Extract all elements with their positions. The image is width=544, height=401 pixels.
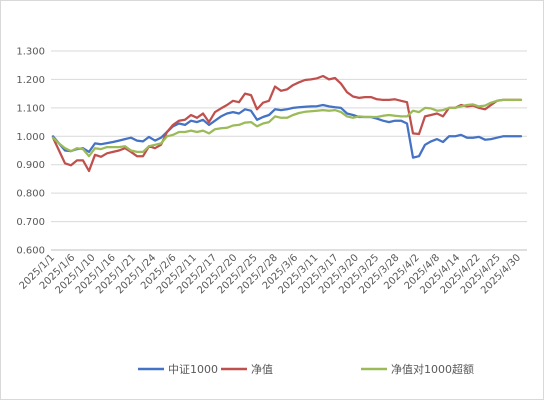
series-line bbox=[51, 98, 523, 158]
gridlines bbox=[51, 50, 527, 251]
legend-label: 中证1000 bbox=[168, 363, 218, 376]
series-line bbox=[51, 103, 523, 159]
y-tick-label: 0.700 bbox=[16, 217, 45, 228]
y-tick-label: 1.000 bbox=[16, 132, 45, 143]
y-tick-label: 0.600 bbox=[16, 246, 45, 257]
x-tick-labels: 2025/1/12025/1/62025/1/102025/1/162025/1… bbox=[18, 252, 524, 296]
series-line bbox=[51, 74, 523, 173]
legend-label: 净值对1000超额 bbox=[391, 362, 474, 376]
series-lines bbox=[51, 74, 523, 173]
legend-label: 净值 bbox=[251, 362, 273, 376]
y-tick-labels: 0.600 0.700 0.800 0.900 1.000 1.100 1.200 1.300 bbox=[16, 47, 45, 257]
legend: 中证1000 净值 净值对1000超额 bbox=[138, 362, 474, 376]
y-tick-label: 0.800 bbox=[16, 189, 45, 200]
y-tick-label: 1.300 bbox=[16, 47, 45, 58]
y-tick-label: 1.100 bbox=[16, 103, 45, 114]
y-tick-label: 0.900 bbox=[16, 160, 45, 171]
y-tick-label: 1.200 bbox=[16, 75, 45, 86]
